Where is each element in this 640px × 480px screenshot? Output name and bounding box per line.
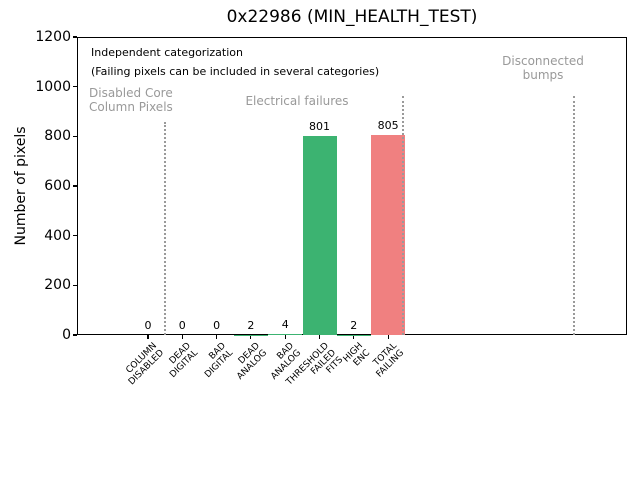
x-tick-mark bbox=[284, 335, 286, 339]
x-tick-mark bbox=[147, 335, 149, 339]
bar-value-label: 0 bbox=[144, 319, 152, 332]
y-tick-mark bbox=[73, 86, 77, 88]
independent-categorization-note: Independent categorization bbox=[91, 46, 243, 59]
chart-title: 0x22986 (MIN_HEALTH_TEST) bbox=[226, 7, 478, 27]
x-tick-mark bbox=[181, 335, 183, 339]
y-tick-label: 800 bbox=[44, 128, 71, 145]
failing-pixels-note: (Failing pixels can be included in sever… bbox=[91, 65, 380, 78]
y-tick-label: 600 bbox=[44, 178, 71, 194]
x-tick-mark bbox=[216, 335, 218, 339]
plot-area bbox=[77, 37, 627, 335]
y-tick-label: 400 bbox=[44, 227, 71, 244]
bar-value-label: 2 bbox=[247, 318, 255, 332]
y-tick-mark bbox=[73, 36, 77, 38]
y-tick-label: 1200 bbox=[35, 29, 71, 45]
y-tick-mark bbox=[73, 185, 77, 187]
y-tick-mark bbox=[73, 334, 77, 336]
region-label-disabled-core: Disabled Core Column Pixels bbox=[89, 86, 173, 114]
y-tick-label: 1000 bbox=[35, 78, 71, 95]
region-separator-line bbox=[402, 96, 404, 335]
x-tick-mark bbox=[353, 335, 355, 339]
y-tick-label: 0 bbox=[62, 327, 71, 343]
region-separator-line bbox=[573, 96, 575, 335]
region-label-electrical-failures: Electrical failures bbox=[245, 94, 349, 108]
bar-value-label: 801 bbox=[309, 120, 330, 134]
x-tick-mark bbox=[387, 335, 389, 339]
x-tick-mark bbox=[250, 335, 252, 339]
region-label-disconnected-bumps: Disconnected bumps bbox=[502, 54, 584, 82]
bar-value-label: 805 bbox=[377, 119, 399, 133]
x-tick-mark bbox=[318, 335, 321, 339]
bar-value-label: 0 bbox=[213, 319, 221, 332]
bar-value-label: 2 bbox=[350, 318, 358, 332]
bar bbox=[371, 135, 406, 335]
y-tick-mark bbox=[73, 135, 77, 137]
y-tick-mark bbox=[73, 284, 77, 286]
bar-value-label: 0 bbox=[178, 319, 186, 332]
y-tick-mark bbox=[73, 235, 77, 237]
bar bbox=[302, 136, 337, 335]
bar-value-label: 4 bbox=[281, 318, 289, 331]
y-tick-label: 200 bbox=[44, 277, 71, 294]
region-separator-line bbox=[164, 122, 166, 335]
bar bbox=[268, 334, 303, 335]
